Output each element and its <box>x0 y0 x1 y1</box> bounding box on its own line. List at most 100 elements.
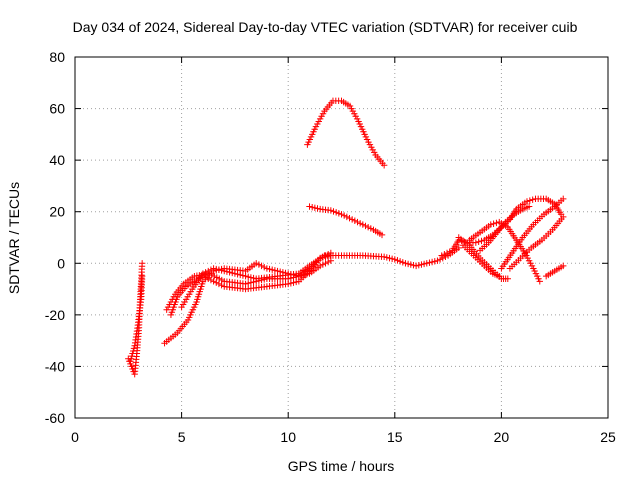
data-point <box>407 261 414 268</box>
data-point <box>391 256 398 263</box>
data-point <box>523 198 531 205</box>
data-point <box>418 261 425 268</box>
data-point <box>229 269 236 277</box>
data-point <box>364 223 372 231</box>
data-point <box>472 239 480 246</box>
data-point <box>324 258 332 266</box>
data-point <box>269 266 276 273</box>
data-point <box>338 211 345 218</box>
x-tick-label: 20 <box>494 429 510 445</box>
data-point <box>322 260 329 267</box>
data-point <box>207 276 215 284</box>
data-point <box>319 261 327 268</box>
data-point <box>327 257 335 264</box>
data-point <box>138 260 146 267</box>
data-point <box>205 267 212 275</box>
data-point <box>210 265 217 272</box>
chart-title: Day 034 of 2024, Sidereal Day-to-day VTE… <box>73 19 578 35</box>
series-arc-13 <box>498 195 567 272</box>
data-point <box>234 271 241 278</box>
data-point <box>446 248 453 255</box>
data-point <box>205 275 212 282</box>
data-point <box>426 259 433 266</box>
data-point <box>138 272 146 280</box>
data-point <box>362 222 369 230</box>
data-point <box>378 231 386 239</box>
series-arc-14 <box>506 213 567 272</box>
data-point <box>428 258 436 266</box>
data-point <box>245 280 252 287</box>
data-point <box>386 254 393 262</box>
data-point <box>335 210 343 217</box>
data-point <box>455 244 462 252</box>
data-point <box>560 213 567 221</box>
y-tick-label: 20 <box>49 204 65 220</box>
y-tick-label: 60 <box>49 101 65 117</box>
series-arc-8 <box>306 203 386 239</box>
data-point <box>490 220 497 227</box>
data-point <box>207 266 215 273</box>
data-point <box>441 251 448 258</box>
data-point <box>343 213 351 221</box>
data-point <box>223 268 231 275</box>
data-point <box>348 216 356 223</box>
data-point <box>330 208 337 215</box>
data-point <box>199 270 207 277</box>
data-point <box>504 275 511 282</box>
data-point <box>247 274 255 281</box>
data-point <box>210 278 217 285</box>
data-point <box>242 272 249 280</box>
grid <box>75 57 608 418</box>
data-point <box>346 214 353 222</box>
data-point <box>526 197 534 204</box>
data-point <box>255 261 263 268</box>
data-point <box>367 225 375 232</box>
data-point <box>423 260 430 267</box>
data-point <box>431 258 438 265</box>
data-point <box>402 260 409 267</box>
x-tick-label: 25 <box>600 429 616 445</box>
data-point <box>253 260 260 267</box>
y-tick-label: 40 <box>49 152 65 168</box>
data-point <box>332 209 340 216</box>
tick-labels: 0 5 10 15 20 25 -60 -40 -20 0 20 40 60 80 <box>45 49 616 445</box>
series-arc-7 <box>304 97 388 169</box>
series-arc-12 <box>466 218 543 285</box>
data-point <box>239 272 247 279</box>
data-point <box>237 271 244 279</box>
data-point <box>314 205 321 212</box>
data-point <box>399 259 406 266</box>
data-point <box>215 266 223 273</box>
data-point <box>242 280 249 288</box>
data-point <box>380 253 388 261</box>
y-tick-label: -20 <box>45 307 65 323</box>
data-point <box>496 272 503 280</box>
data-point <box>327 207 335 214</box>
data-point <box>380 162 388 169</box>
data-point <box>303 271 311 278</box>
data-point <box>383 254 391 261</box>
data-point <box>226 269 233 276</box>
data-point <box>231 270 239 277</box>
data-point <box>316 262 324 270</box>
data-point <box>351 217 359 224</box>
data-point <box>202 269 209 276</box>
data-point <box>306 203 313 210</box>
series-arc-15 <box>542 262 567 280</box>
x-tick-label: 15 <box>387 429 403 445</box>
data-point <box>261 263 268 271</box>
data-point <box>434 257 441 264</box>
data-point <box>359 221 367 228</box>
data-point <box>213 279 220 286</box>
data-point <box>394 257 401 264</box>
y-tick-label: 0 <box>57 255 65 271</box>
data-point <box>311 204 319 212</box>
data-point <box>354 218 361 226</box>
data-point <box>415 262 422 269</box>
x-axis-label: GPS time / hours <box>288 458 395 474</box>
data-point <box>560 195 567 203</box>
y-axis-label: SDTVAR / TECUs <box>6 182 22 294</box>
data-point <box>213 265 220 273</box>
